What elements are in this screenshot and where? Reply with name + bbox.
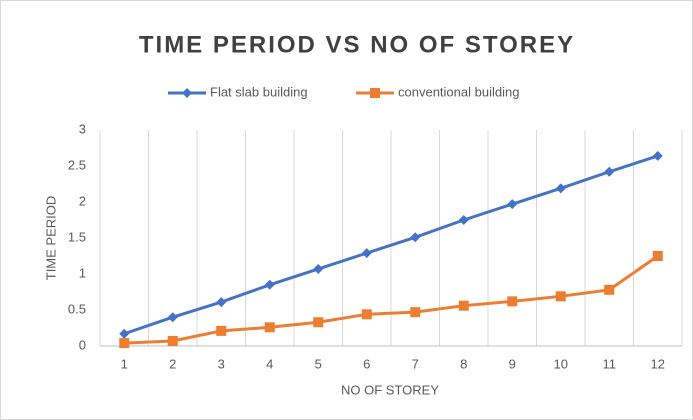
marker — [216, 325, 227, 336]
marker — [604, 284, 615, 295]
x-tick-label: 4 — [266, 356, 273, 371]
series-line — [124, 254, 659, 345]
marker — [604, 166, 615, 177]
x-axis-label: NO OF STOREY — [341, 382, 439, 397]
y-tick-label: 1 — [79, 265, 86, 280]
x-tick-label: 1 — [121, 356, 128, 371]
x-tick-label: 7 — [412, 356, 419, 371]
marker — [264, 279, 275, 290]
legend-label: conventional building — [398, 84, 519, 99]
marker — [652, 251, 663, 261]
y-tick-label: 0 — [79, 337, 86, 352]
x-tick-label: 3 — [218, 356, 225, 371]
x-tick-label: 6 — [363, 356, 370, 371]
x-tick-label: 5 — [315, 356, 322, 371]
marker — [313, 317, 324, 328]
marker — [507, 296, 518, 307]
marker — [507, 199, 518, 210]
chart-title: TIME PERIOD VS NO OF STOREY — [139, 31, 575, 58]
x-tick-label: 2 — [169, 356, 176, 371]
x-tick-label: 10 — [554, 356, 568, 371]
marker — [361, 248, 372, 259]
x-tick-label: 11 — [603, 356, 617, 371]
marker — [370, 88, 380, 98]
y-tick-label: 3 — [79, 121, 86, 136]
x-tick-label: 9 — [509, 356, 516, 371]
marker — [167, 312, 178, 323]
marker — [410, 307, 421, 318]
marker — [182, 88, 192, 98]
marker — [410, 232, 421, 243]
marker — [264, 322, 275, 333]
marker — [216, 297, 227, 308]
x-tick-label: 12 — [651, 356, 665, 371]
marker — [555, 291, 566, 302]
marker — [458, 300, 469, 311]
y-tick-label: 2 — [79, 193, 86, 208]
y-tick-label: 1.5 — [68, 229, 86, 244]
x-tick-label: 8 — [460, 356, 467, 371]
marker — [458, 215, 469, 225]
marker — [555, 183, 566, 194]
marker — [361, 309, 372, 320]
series-line — [123, 154, 659, 336]
marker — [119, 328, 130, 339]
y-tick-label: 0.5 — [68, 301, 86, 316]
legend-label: Flat slab building — [210, 84, 308, 99]
marker — [313, 263, 324, 274]
marker — [652, 150, 663, 161]
y-tick-label: 2.5 — [68, 157, 86, 172]
marker — [167, 335, 178, 346]
y-axis-label: TIME PERIOD — [43, 196, 58, 281]
marker — [119, 338, 130, 349]
